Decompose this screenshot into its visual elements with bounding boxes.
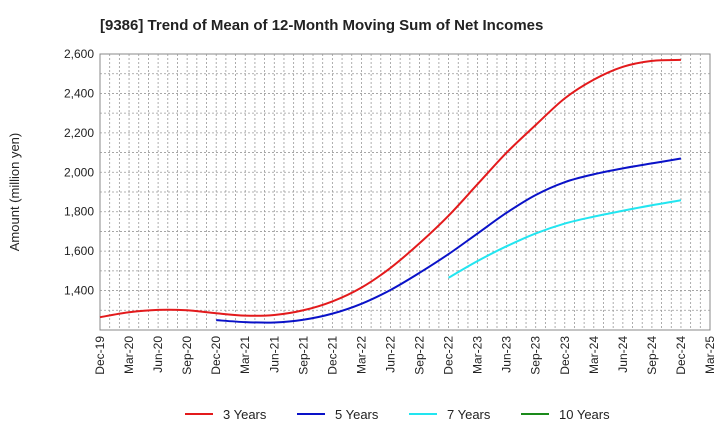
grid [100,54,710,330]
x-tick-label: Mar-22 [354,336,368,374]
y-tick-label: 1,600 [64,244,94,258]
y-tick-label: 2,200 [64,126,94,140]
y-tick-label: 2,400 [64,86,94,100]
x-tick-label: Dec-22 [442,336,456,375]
x-tick-label: Mar-21 [238,336,252,374]
x-tick-label: Sep-20 [180,336,194,375]
x-tick-label: Mar-25 [703,336,717,374]
legend-label-5-years: 5 Years [335,407,379,422]
x-tick-label: Jun-21 [267,336,281,373]
x-tick-label: Dec-21 [325,336,339,375]
y-tick-label: 1,800 [64,205,94,219]
x-tick-label: Mar-24 [587,336,601,374]
series-line-3-years [99,58,681,319]
x-tick-label: Dec-23 [558,336,572,375]
series-line-5-years [216,157,682,324]
x-tick-label: Mar-20 [122,336,136,374]
x-tick-label: Jun-24 [616,336,630,373]
legend-label-3-years: 3 Years [223,407,267,422]
legend-label-10-years: 10 Years [559,407,610,422]
x-tick-label: Dec-24 [674,336,688,375]
y-axis-label: Amount (million yen) [7,133,22,252]
x-tick-label: Dec-19 [93,336,107,375]
legend-label-7-years: 7 Years [447,407,491,422]
series-line-7-years [448,199,682,279]
y-tick-label: 2,600 [64,47,94,61]
x-axis-ticks: Dec-19 Mar-20 Jun-20 Sep-20 Dec-20 Mar-21 Jun-… [93,336,717,375]
x-tick-label: Sep-21 [296,336,310,375]
x-tick-label: Sep-24 [645,336,659,375]
x-tick-label: Jun-20 [151,336,165,373]
legend: 3 Years 5 Years 7 Years 10 Years [185,407,610,422]
x-tick-label: Mar-23 [471,336,485,374]
series-lines [99,58,682,324]
chart-title: [9386] Trend of Mean of 12-Month Moving … [100,17,543,34]
x-tick-label: Sep-23 [529,336,543,375]
x-tick-label: Dec-20 [209,336,223,375]
x-tick-label: Sep-22 [413,336,427,375]
x-tick-label: Jun-22 [383,336,397,373]
y-axis-ticks: 1,400 1,600 1,800 2,000 2,200 2,400 2,600 [64,47,94,298]
x-tick-label: Jun-23 [500,336,514,373]
y-tick-label: 2,000 [64,165,94,179]
y-tick-label: 1,400 [64,284,94,298]
